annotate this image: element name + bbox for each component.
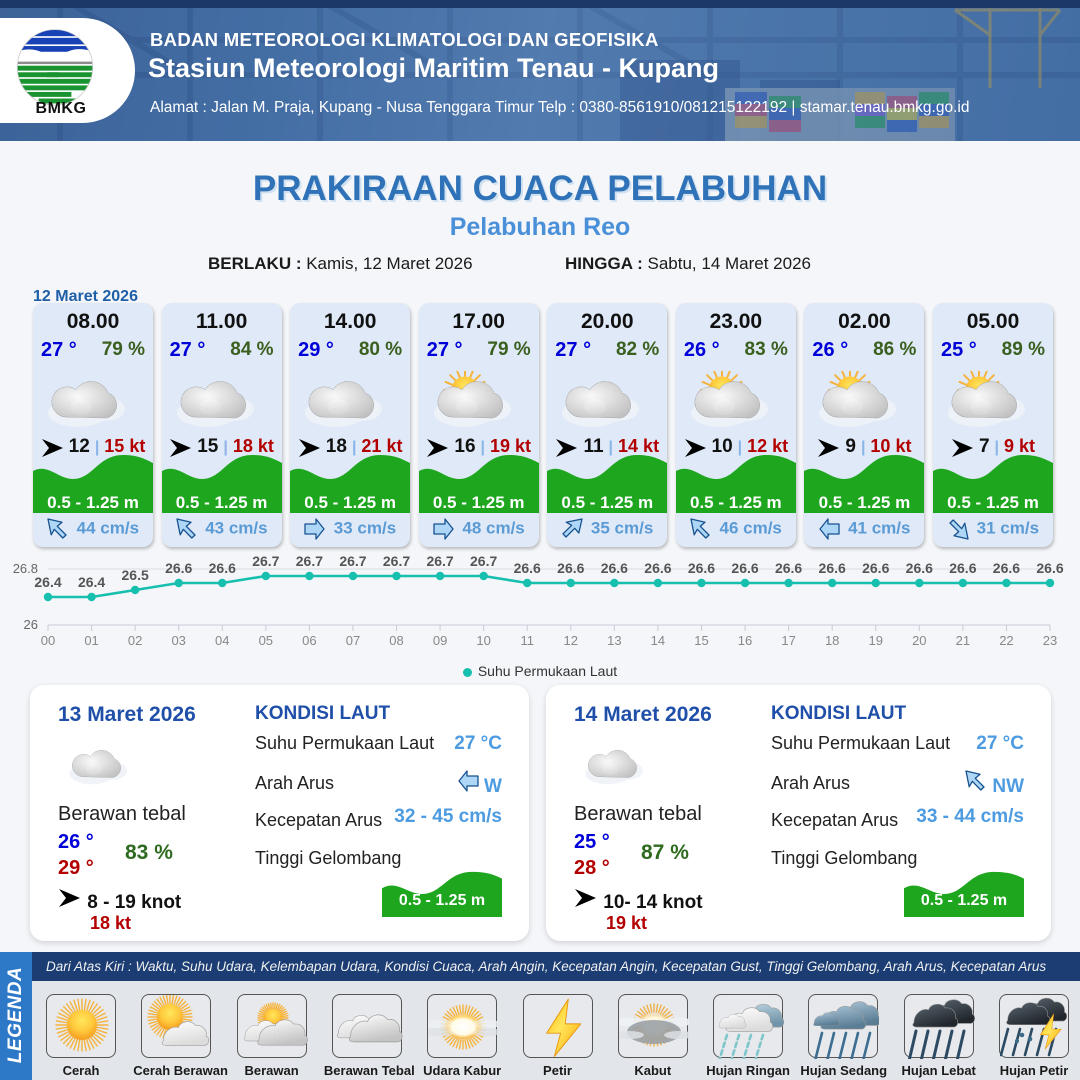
svg-text:00: 00 xyxy=(41,633,55,648)
svg-text:26.7: 26.7 xyxy=(252,555,279,569)
svg-text:26.6: 26.6 xyxy=(731,560,758,576)
svg-text:26.6: 26.6 xyxy=(514,560,541,576)
svg-text:26.6: 26.6 xyxy=(819,560,846,576)
svg-text:15: 15 xyxy=(694,633,708,648)
svg-text:03: 03 xyxy=(171,633,185,648)
svg-text:11: 11 xyxy=(520,633,534,648)
svg-text:12: 12 xyxy=(564,633,578,648)
svg-text:21: 21 xyxy=(956,633,970,648)
svg-text:07: 07 xyxy=(346,633,360,648)
svg-text:13: 13 xyxy=(607,633,621,648)
svg-text:04: 04 xyxy=(215,633,229,648)
svg-text:26.6: 26.6 xyxy=(557,560,584,576)
svg-text:26.7: 26.7 xyxy=(426,555,453,569)
svg-text:26: 26 xyxy=(24,617,38,632)
svg-text:26.4: 26.4 xyxy=(34,574,61,590)
svg-text:16: 16 xyxy=(738,633,752,648)
svg-text:05: 05 xyxy=(259,633,273,648)
svg-text:26.7: 26.7 xyxy=(383,555,410,569)
svg-text:26.6: 26.6 xyxy=(993,560,1020,576)
svg-text:26.6: 26.6 xyxy=(1036,560,1063,576)
svg-text:26.6: 26.6 xyxy=(209,560,236,576)
svg-text:17: 17 xyxy=(781,633,795,648)
svg-text:20: 20 xyxy=(912,633,926,648)
svg-text:26.6: 26.6 xyxy=(644,560,671,576)
svg-text:08: 08 xyxy=(389,633,403,648)
svg-text:26.6: 26.6 xyxy=(601,560,628,576)
svg-text:26.6: 26.6 xyxy=(775,560,802,576)
svg-text:26.6: 26.6 xyxy=(949,560,976,576)
svg-text:26.7: 26.7 xyxy=(339,555,366,569)
svg-text:26.6: 26.6 xyxy=(862,560,889,576)
svg-text:19: 19 xyxy=(869,633,883,648)
svg-text:26.6: 26.6 xyxy=(688,560,715,576)
svg-text:26.7: 26.7 xyxy=(470,555,497,569)
svg-text:26.6: 26.6 xyxy=(906,560,933,576)
svg-text:26.5: 26.5 xyxy=(122,567,149,583)
svg-text:01: 01 xyxy=(84,633,98,648)
svg-text:14: 14 xyxy=(651,633,665,648)
svg-text:09: 09 xyxy=(433,633,447,648)
svg-text:02: 02 xyxy=(128,633,142,648)
svg-text:10: 10 xyxy=(476,633,490,648)
svg-text:26.6: 26.6 xyxy=(165,560,192,576)
svg-text:26.7: 26.7 xyxy=(296,555,323,569)
svg-text:06: 06 xyxy=(302,633,316,648)
svg-text:18: 18 xyxy=(825,633,839,648)
svg-text:26.4: 26.4 xyxy=(78,574,105,590)
svg-text:22: 22 xyxy=(999,633,1013,648)
svg-text:23: 23 xyxy=(1043,633,1057,648)
